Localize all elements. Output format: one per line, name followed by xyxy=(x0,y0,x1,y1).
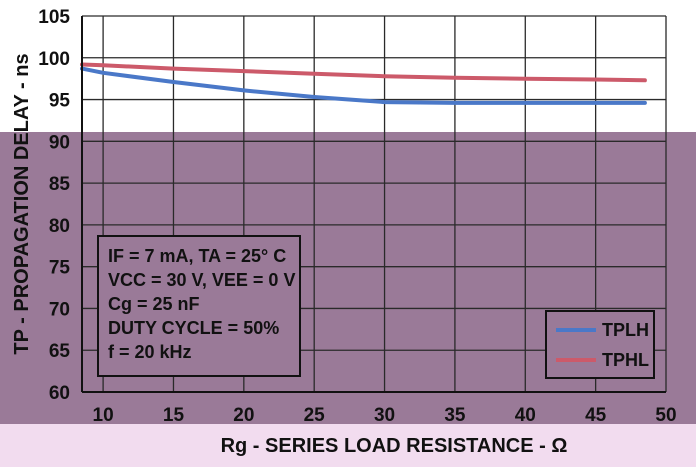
y-tick-label: 85 xyxy=(49,174,71,195)
x-axis-label: Rg - SERIES LOAD RESISTANCE - Ω xyxy=(221,435,568,457)
y-tick-labels: 60 65 70 75 80 85 90 95 100 105 xyxy=(38,7,70,404)
bottom-band xyxy=(0,424,696,467)
y-tick-label: 100 xyxy=(38,49,70,70)
y-axis-label: TP - PROPAGATION DELAY - ns xyxy=(11,53,33,354)
y-tick-label: 70 xyxy=(49,299,70,320)
y-tick-label: 80 xyxy=(49,216,70,237)
condition-line: IF = 7 mA, TA = 25° C xyxy=(108,246,286,266)
legend-label-tphl: TPHL xyxy=(602,350,649,370)
condition-line: Cg = 25 nF xyxy=(108,294,200,314)
y-tick-label: 65 xyxy=(49,341,71,362)
series-group xyxy=(80,62,647,105)
conditions-annotation: IF = 7 mA, TA = 25° C VCC = 30 V, VEE = … xyxy=(97,235,301,377)
condition-line: DUTY CYCLE = 50% xyxy=(108,318,279,338)
y-tick-label: 90 xyxy=(49,132,70,153)
condition-line: f = 20 kHz xyxy=(108,342,192,362)
x-tick-label: 15 xyxy=(163,405,185,426)
x-tick-label: 40 xyxy=(515,405,536,426)
condition-line: VCC = 30 V, VEE = 0 V xyxy=(108,270,295,290)
x-tick-label: 10 xyxy=(93,405,114,426)
series-line-tphl xyxy=(80,62,647,83)
y-tick-label: 105 xyxy=(38,7,70,28)
x-tick-label: 30 xyxy=(374,405,395,426)
axis-group xyxy=(81,16,666,393)
y-tick-label: 60 xyxy=(49,383,70,404)
grid-group xyxy=(82,15,667,393)
x-tick-label: 50 xyxy=(655,405,676,426)
x-tick-label: 45 xyxy=(585,405,607,426)
legend-frame xyxy=(545,310,655,379)
x-tick-label: 20 xyxy=(233,405,254,426)
legend-label-tplh: TPLH xyxy=(602,320,649,340)
conditions-box-frame xyxy=(97,235,301,377)
x-tick-label: 35 xyxy=(444,405,466,426)
y-tick-label: 75 xyxy=(49,258,71,279)
x-tick-labels: 10 15 20 25 30 35 40 45 50 xyxy=(93,405,677,426)
series-line-tplh xyxy=(80,66,647,105)
y-tick-label: 95 xyxy=(49,91,71,112)
legend: TPLH TPHL xyxy=(545,310,655,379)
x-tick-label: 25 xyxy=(304,405,326,426)
